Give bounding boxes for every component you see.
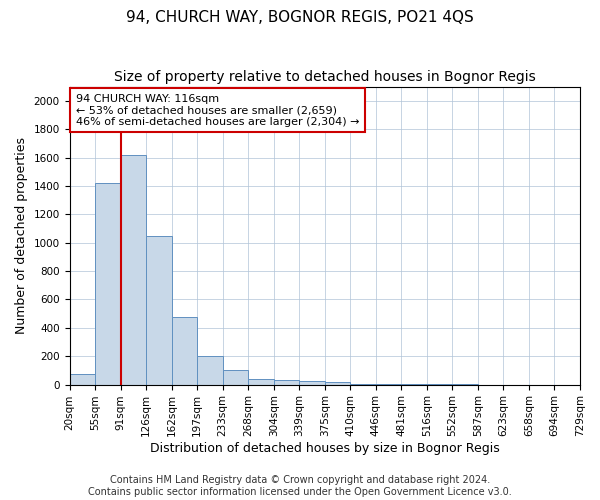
Bar [299, 381, 325, 384]
Bar [95, 183, 121, 384]
Bar [172, 317, 197, 384]
Bar [70, 374, 95, 384]
Bar [274, 380, 299, 384]
Y-axis label: Number of detached properties: Number of detached properties [15, 137, 28, 334]
X-axis label: Distribution of detached houses by size in Bognor Regis: Distribution of detached houses by size … [150, 442, 500, 455]
Title: Size of property relative to detached houses in Bognor Regis: Size of property relative to detached ho… [114, 70, 536, 84]
Text: 94, CHURCH WAY, BOGNOR REGIS, PO21 4QS: 94, CHURCH WAY, BOGNOR REGIS, PO21 4QS [126, 10, 474, 25]
Bar [325, 382, 350, 384]
Bar [248, 379, 274, 384]
Text: Contains HM Land Registry data © Crown copyright and database right 2024.
Contai: Contains HM Land Registry data © Crown c… [88, 476, 512, 497]
Bar [146, 236, 172, 384]
Bar [197, 356, 223, 384]
Text: 94 CHURCH WAY: 116sqm
← 53% of detached houses are smaller (2,659)
46% of semi-d: 94 CHURCH WAY: 116sqm ← 53% of detached … [76, 94, 359, 127]
Bar [121, 154, 146, 384]
Bar [223, 370, 248, 384]
